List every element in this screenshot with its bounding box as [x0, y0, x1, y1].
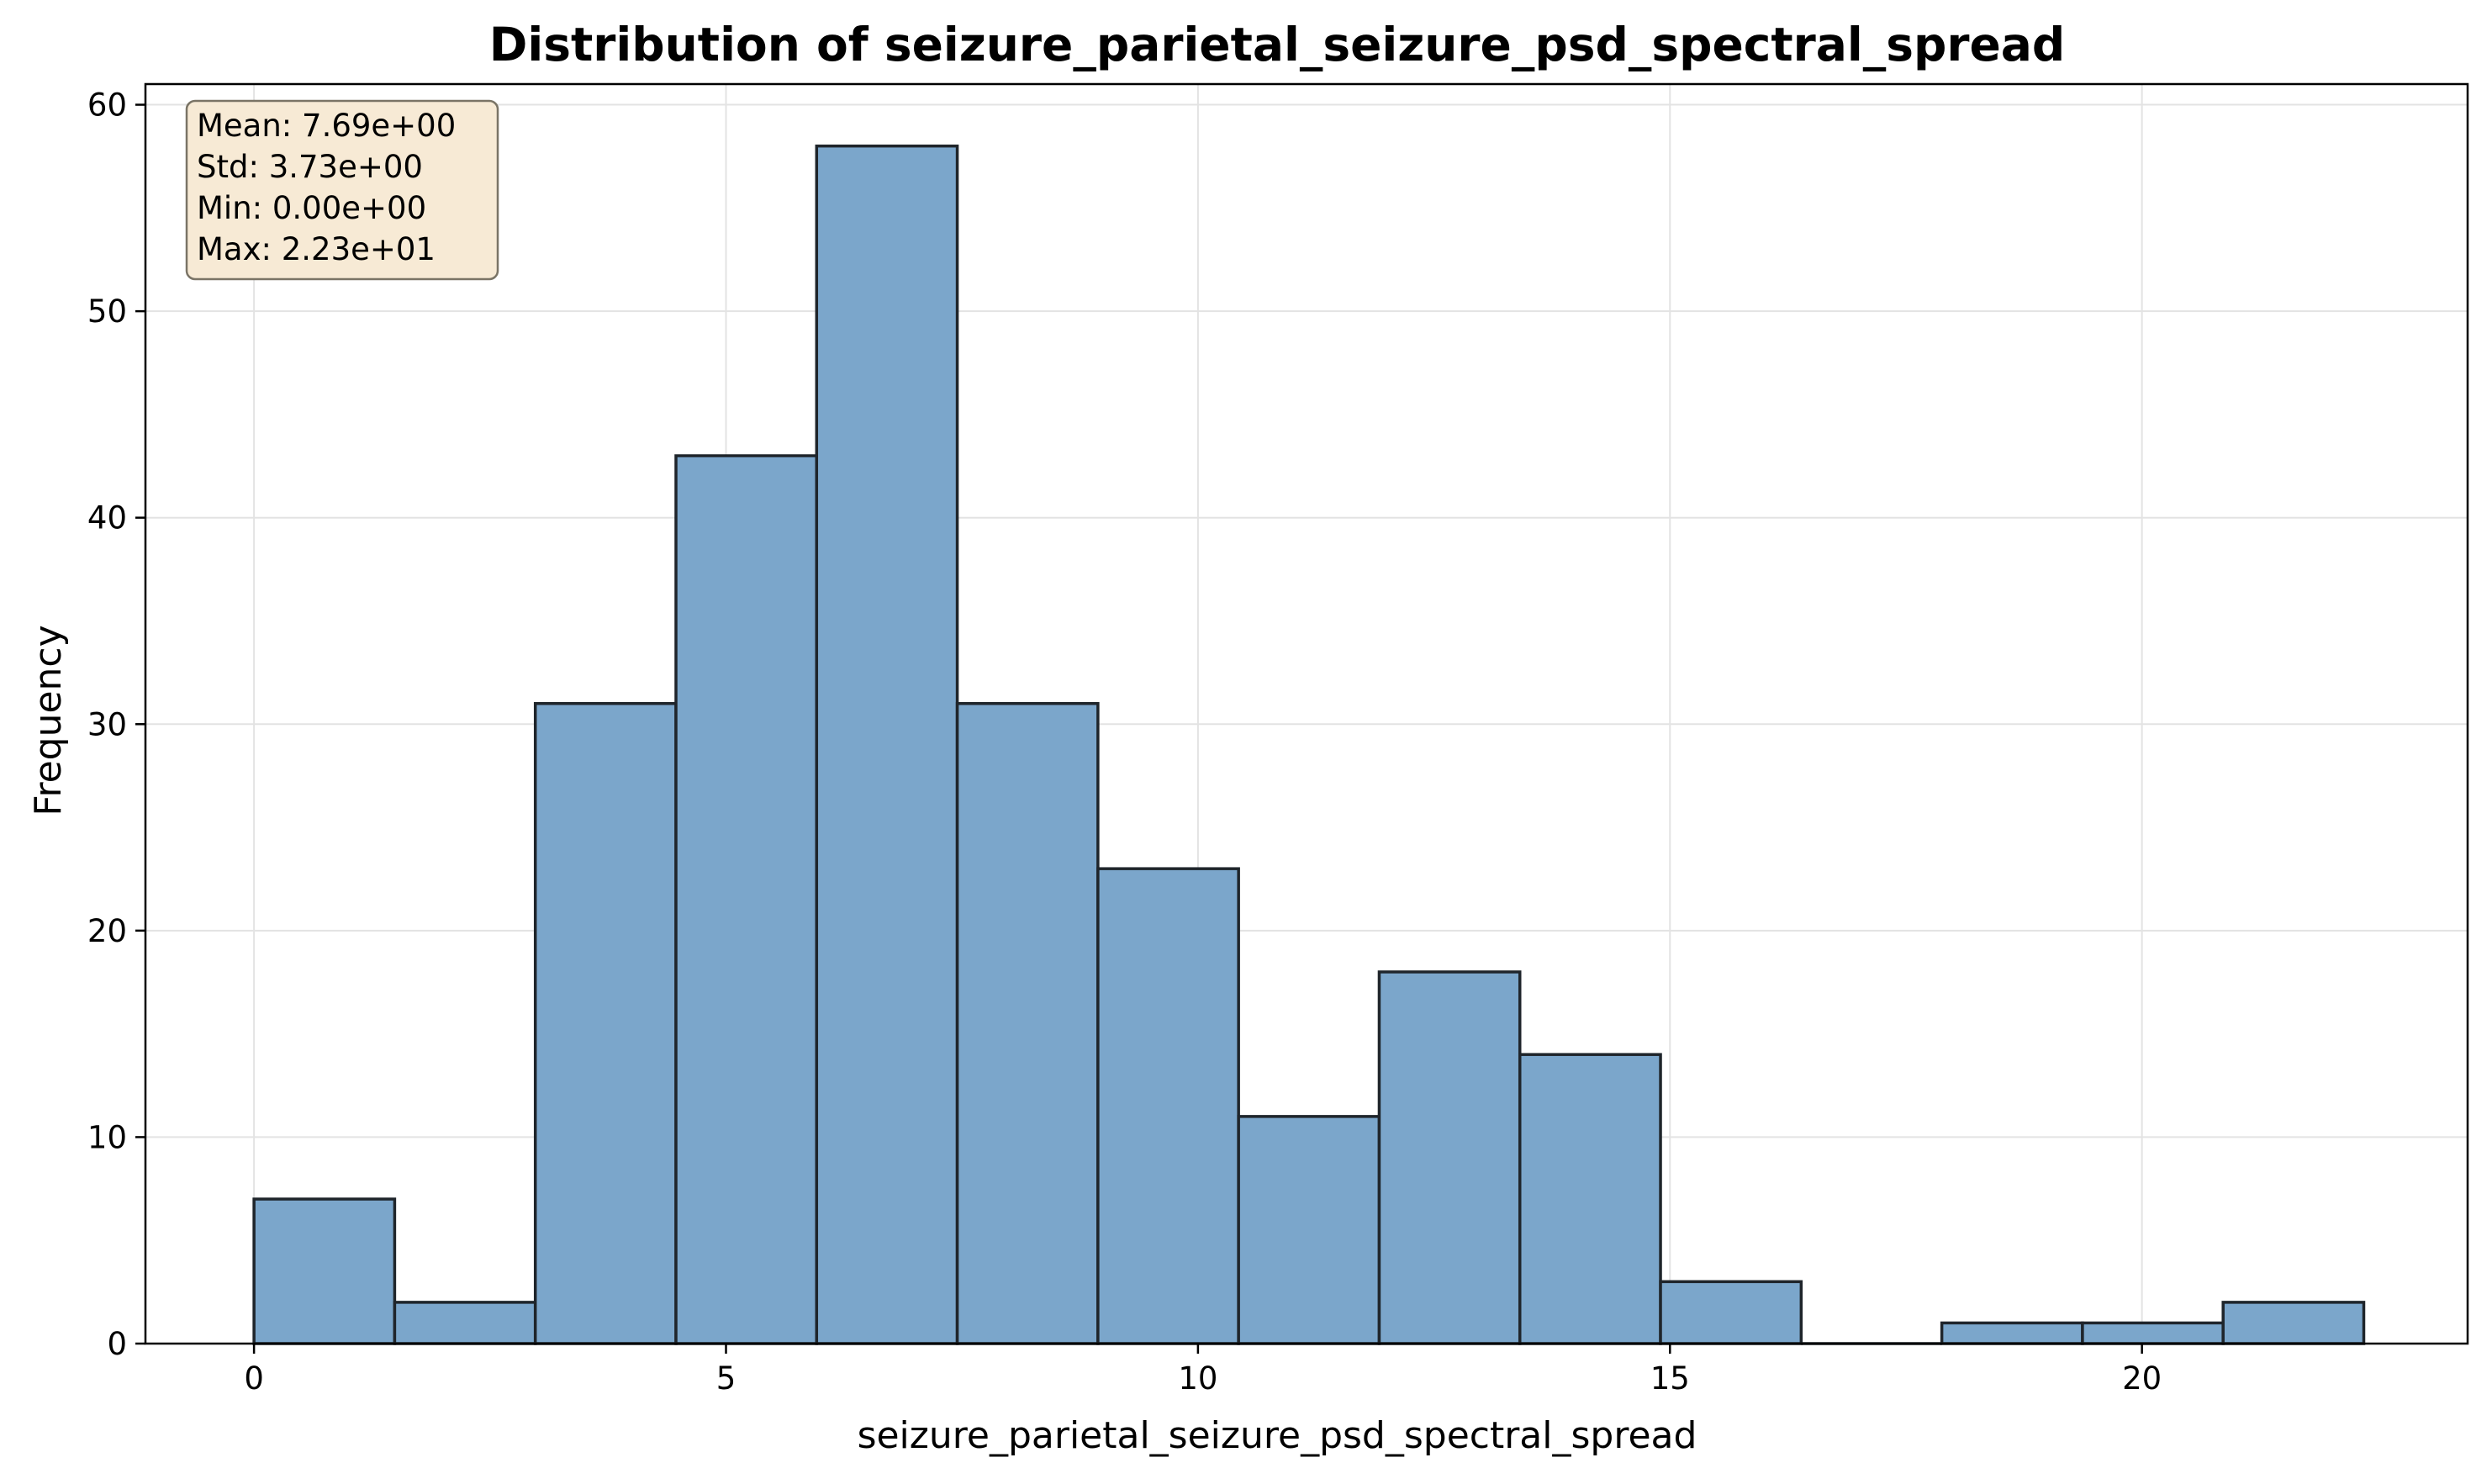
stats-min: Min: 0.00e+00 [197, 190, 426, 226]
x-tick-label: 10 [1178, 1360, 1217, 1397]
histogram-bar [1659, 1280, 1803, 1345]
stats-max: Max: 2.23e+01 [197, 231, 436, 267]
x-tick-label: 0 [244, 1360, 264, 1397]
histogram-bar [674, 454, 819, 1345]
histogram-bars [252, 144, 2366, 1345]
y-tick-label: 30 [87, 706, 127, 742]
histogram-bar [1518, 1053, 1662, 1345]
y-tick-label: 40 [87, 500, 127, 536]
stats-box-background [185, 99, 499, 281]
x-tick-label: 15 [1650, 1360, 1690, 1397]
y-tick-label: 50 [87, 293, 127, 330]
chart-title: Distribution of seizure_parietal_seizure… [489, 18, 2066, 71]
y-tick-label: 20 [87, 913, 127, 949]
y-tick-label: 60 [87, 87, 127, 124]
stats-box: Mean: 7.69e+00 Std: 3.73e+00 Min: 0.00e+… [185, 99, 499, 281]
x-tick-label: 5 [716, 1360, 737, 1397]
histogram-bar [1096, 867, 1240, 1345]
x-axis-ticks: 0 5 10 15 20 [244, 1344, 2162, 1397]
x-axis-label: seizure_parietal_seizure_psd_spectral_sp… [858, 1414, 1697, 1457]
histogram-bar [393, 1301, 537, 1345]
histogram-bar [252, 1197, 397, 1345]
histogram-bar [1237, 1115, 1381, 1345]
y-tick-label: 0 [107, 1326, 127, 1362]
y-axis-ticks: 0 10 20 30 40 50 60 [87, 87, 145, 1362]
stats-std: Std: 3.73e+00 [197, 149, 423, 185]
histogram-bar [2081, 1321, 2225, 1345]
plot-area-frame [144, 82, 2469, 1345]
y-axis-label: Frequency [27, 625, 70, 816]
histogram-bar [533, 701, 678, 1345]
histogram-bar [1940, 1321, 2084, 1345]
grid-lines [145, 84, 2468, 1344]
x-tick-label: 20 [2122, 1360, 2162, 1397]
histogram-bar [1377, 970, 1522, 1345]
stats-mean: Mean: 7.69e+00 [197, 108, 456, 144]
y-tick-label: 10 [87, 1119, 127, 1155]
histogram-bar [955, 701, 1100, 1345]
histogram-bar [2221, 1301, 2366, 1345]
histogram-bar [815, 144, 959, 1345]
